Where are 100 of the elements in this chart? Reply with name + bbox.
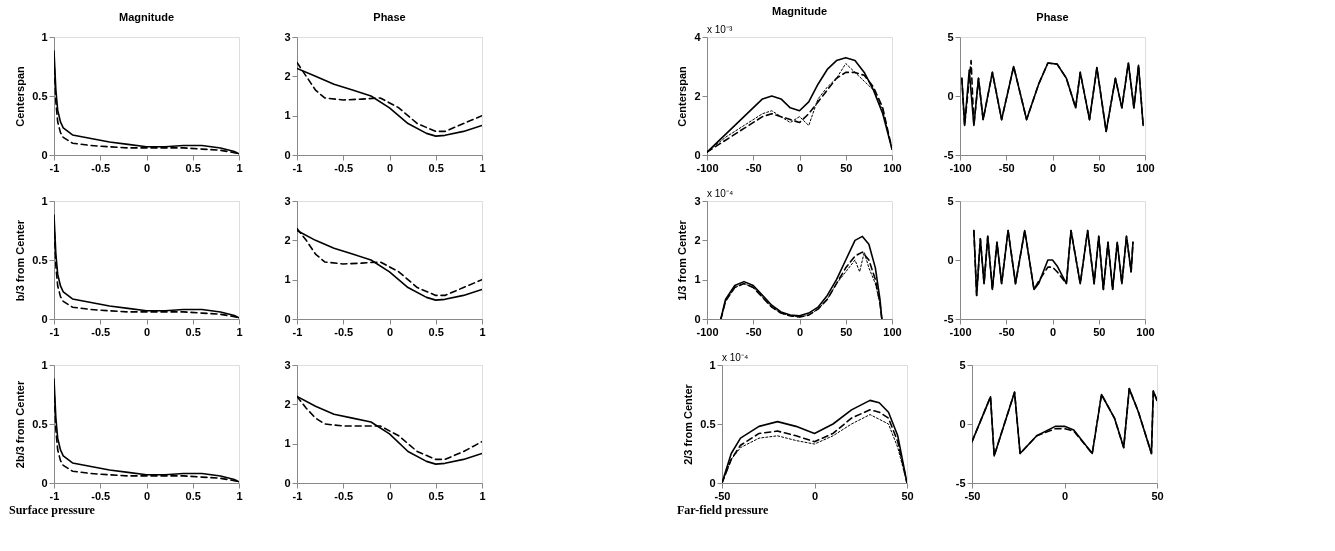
y-tick-label: 0: [694, 148, 701, 161]
y-tick-label: 0.5: [32, 253, 48, 266]
x-tick-label: 0: [386, 325, 394, 338]
y-tick-label: 0.5: [32, 417, 48, 430]
y-tick-label: 0.5: [700, 417, 716, 430]
x-tick-label: 50: [1093, 325, 1106, 338]
y-axis-title: 2/3 from Center: [682, 383, 695, 465]
x-tick-label: -50: [745, 325, 762, 338]
x-tick-label: 1: [236, 161, 243, 174]
x-tick-label: 0: [1049, 161, 1057, 174]
y-tick-label: 0.5: [32, 89, 48, 102]
x-tick-label: 0.5: [185, 161, 201, 174]
x-tick-label: -0.5: [334, 489, 354, 502]
text: Surface pressure: [9, 503, 96, 517]
y-tick-label: 3: [284, 358, 291, 371]
x-tick-label: -1: [49, 161, 60, 174]
x-tick-label: -0.5: [91, 325, 111, 338]
y-tick-label: 0: [947, 253, 954, 266]
x-tick-label: -50: [998, 161, 1015, 174]
x-tick-label: 1: [479, 325, 486, 338]
x-tick-label: -0.5: [334, 325, 354, 338]
x-tick-label: -0.5: [334, 161, 354, 174]
x-tick-label: 50: [840, 325, 853, 338]
x-tick-label: -0.5: [91, 489, 111, 502]
y-tick-label: 2: [694, 233, 701, 246]
y-tick-label: 0: [284, 148, 291, 161]
y-tick-label: 2: [284, 69, 291, 82]
x-tick-label: 100: [883, 325, 902, 338]
text: x 10⁻³: [707, 24, 733, 35]
y-tick-label: 1: [41, 30, 48, 43]
y-tick-label: -5: [943, 148, 954, 161]
text: x 10⁻⁴: [707, 188, 734, 199]
y-tick-label: 4: [694, 30, 702, 43]
y-tick-label: 0: [947, 89, 954, 102]
y-tick-label: -5: [943, 312, 954, 325]
x-tick-label: 0.5: [428, 161, 444, 174]
y-tick-label: 0: [959, 417, 966, 430]
chart-title: Magnitude: [772, 5, 827, 17]
x-tick-label: -100: [696, 161, 719, 174]
chart-title: Phase: [1036, 11, 1069, 23]
x-tick-label: -1: [292, 325, 303, 338]
x-tick-label: 0: [1061, 489, 1069, 502]
y-tick-label: 0: [694, 312, 701, 325]
chart-title: Phase: [373, 11, 406, 23]
x-tick-label: -100: [949, 325, 972, 338]
x-tick-label: 1: [479, 489, 486, 502]
x-tick-label: 0.5: [428, 489, 444, 502]
y-tick-label: 1: [284, 273, 291, 286]
x-tick-label: 0.5: [428, 325, 444, 338]
x-tick-label: 0: [811, 489, 819, 502]
x-tick-label: 0.5: [185, 325, 201, 338]
x-tick-label: 1: [479, 161, 486, 174]
y-tick-label: 5: [959, 358, 966, 371]
y-tick-label: 3: [284, 194, 291, 207]
y-tick-label: 3: [284, 30, 291, 43]
x-tick-label: 100: [1136, 161, 1155, 174]
y-axis-title: 1/3 from Center: [676, 219, 689, 301]
y-axis-title: Centerspan: [676, 65, 689, 127]
y-axis-title: 2b/3 from Center: [14, 380, 27, 469]
x-tick-label: 1: [236, 489, 243, 502]
x-tick-label: -1: [49, 489, 60, 502]
x-tick-label: 100: [883, 161, 902, 174]
y-tick-label: 0: [284, 312, 291, 325]
x-tick-label: 50: [1151, 489, 1164, 502]
y-tick-label: 1: [41, 358, 48, 371]
x-tick-label: 50: [840, 161, 853, 174]
y-tick-label: -5: [955, 476, 966, 489]
x-tick-label: 0: [1049, 325, 1057, 338]
y-tick-label: 1: [709, 358, 716, 371]
text: Far-field pressure: [677, 503, 770, 517]
y-tick-label: 0: [41, 312, 48, 325]
x-tick-label: -1: [49, 325, 60, 338]
x-tick-label: 0: [386, 489, 394, 502]
x-tick-label: -50: [998, 325, 1015, 338]
x-tick-label: 0: [796, 325, 804, 338]
x-tick-label: 0: [796, 161, 804, 174]
x-tick-label: 0: [386, 161, 394, 174]
x-tick-label: -50: [745, 161, 762, 174]
y-tick-label: 0: [41, 148, 48, 161]
x-tick-label: -0.5: [91, 161, 111, 174]
y-tick-label: 2: [284, 233, 291, 246]
chart-title: Magnitude: [119, 11, 174, 23]
text: x 10⁻⁴: [722, 352, 749, 363]
y-tick-label: 0: [284, 476, 291, 489]
x-tick-label: -1: [292, 489, 303, 502]
x-tick-label: 0: [143, 161, 151, 174]
y-tick-label: 0: [709, 476, 716, 489]
x-tick-label: 50: [901, 489, 914, 502]
y-tick-label: 1: [41, 194, 48, 207]
y-tick-label: 3: [694, 194, 701, 207]
x-tick-label: 0.5: [185, 489, 201, 502]
y-tick-label: 1: [284, 109, 291, 122]
x-tick-label: -1: [292, 161, 303, 174]
x-tick-label: 50: [1093, 161, 1106, 174]
x-tick-label: 100: [1136, 325, 1155, 338]
x-tick-label: 0: [143, 489, 151, 502]
y-tick-label: 5: [947, 30, 954, 43]
y-tick-label: 1: [694, 273, 701, 286]
x-tick-label: -100: [696, 325, 719, 338]
x-tick-label: -50: [964, 489, 981, 502]
